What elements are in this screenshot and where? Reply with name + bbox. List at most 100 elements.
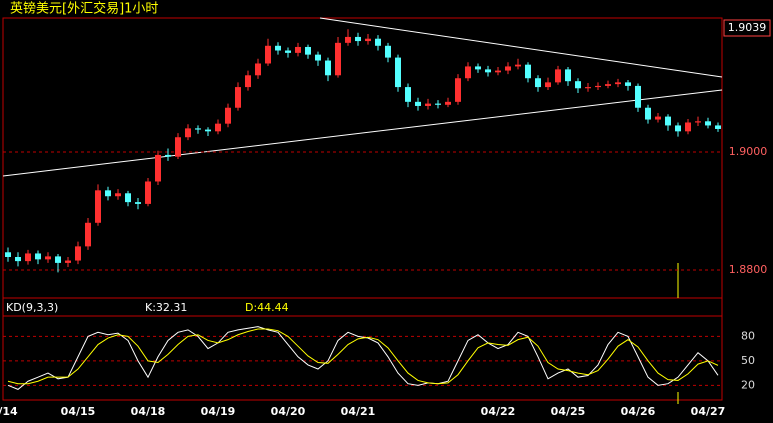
candle-body [565, 69, 571, 82]
candle-body [535, 78, 541, 88]
last-price-label: 1.9039 [728, 21, 767, 34]
candle-body [75, 246, 81, 261]
y-tick-label: 80 [741, 329, 755, 342]
x-tick-label: 04/18 [131, 405, 166, 418]
candle-body [265, 45, 271, 64]
candle-body [495, 70, 501, 73]
candle-body [95, 190, 101, 223]
candle-body [215, 123, 221, 132]
y-tick-label: 1.8800 [729, 263, 768, 276]
title-bar [0, 0, 773, 18]
candle-body [655, 116, 661, 120]
candle-body [175, 137, 181, 157]
candle-body [625, 82, 631, 86]
candle-body [445, 101, 451, 105]
candle-body [375, 38, 381, 46]
candle-body [55, 256, 61, 263]
kd-line [7, 326, 719, 390]
y-tick-label: 20 [741, 378, 755, 391]
candle-body [425, 103, 431, 106]
y-tick-label: 1.9000 [729, 145, 768, 158]
candle-body [645, 107, 651, 120]
candle-body [145, 181, 151, 204]
x-tick-label: 04/26 [621, 405, 656, 418]
candle-body [575, 81, 581, 89]
k-readout: K:32.31 [145, 301, 187, 314]
candle-body [675, 125, 681, 132]
x-tick-label: 04/15 [61, 405, 96, 418]
x-tick-label: 04/27 [691, 405, 726, 418]
candle-body [185, 128, 191, 138]
candle-body [635, 85, 641, 108]
last-price-box [723, 19, 771, 37]
candle-body [685, 122, 691, 132]
candle-body [15, 256, 21, 262]
candle-body [85, 222, 91, 247]
candle-body [245, 75, 251, 88]
x-tick-label: 04/25 [551, 405, 586, 418]
candle-body [35, 253, 41, 260]
candle-body [165, 154, 171, 157]
d-readout: D:44.44 [245, 301, 289, 314]
candle-body [355, 36, 361, 42]
candle-body [115, 193, 121, 197]
candle-body [555, 69, 561, 83]
candle-body [155, 154, 161, 182]
candle-body [475, 66, 481, 70]
candle-body [665, 116, 671, 126]
candle-body [305, 46, 311, 55]
candle-body [605, 84, 611, 86]
candle-body [225, 107, 231, 124]
x-tick-label: 04/19 [201, 405, 236, 418]
candle-body [45, 256, 51, 260]
candle-body [615, 82, 621, 85]
chart-title: 英镑美元[外汇交易]1小时 [10, 1, 158, 17]
candle-body [515, 64, 521, 67]
x-tick-label: 04/20 [271, 405, 306, 418]
candle-body [435, 103, 441, 105]
kd-panel [2, 297, 723, 401]
candle-body [505, 66, 511, 71]
candle-body [695, 121, 701, 123]
kd-title: KD(9,3,3) [6, 301, 58, 314]
candle-body [125, 193, 131, 203]
candle-body [325, 60, 331, 76]
candle-body [715, 125, 721, 129]
candle-body [25, 253, 31, 262]
candle-body [455, 78, 461, 102]
candle-body [525, 64, 531, 79]
candle-body [195, 128, 201, 130]
candle-body [365, 38, 371, 42]
candle-body [485, 69, 491, 73]
candle-body [405, 87, 411, 102]
trendline-lower [2, 89, 723, 177]
candle-body [595, 85, 601, 88]
trendline-upper [319, 17, 723, 78]
candle-body [315, 54, 321, 61]
candle-body [65, 260, 71, 263]
y-tick-label: 50 [741, 354, 755, 367]
candle-body [105, 190, 111, 197]
x-tick-label: /14 [0, 405, 18, 418]
candle-body [415, 101, 421, 106]
candle-body [585, 87, 591, 89]
candle-body [5, 252, 11, 257]
x-tick-label: 04/21 [341, 405, 376, 418]
candle-body [465, 66, 471, 79]
candle-body [135, 202, 141, 204]
price-panel [2, 17, 723, 299]
candle-body [395, 57, 401, 88]
candle-body [345, 36, 351, 43]
candle-body [235, 87, 241, 108]
candle-body [275, 45, 281, 51]
candle-body [385, 45, 391, 58]
candle-body [295, 46, 301, 53]
candle-body [205, 129, 211, 132]
candle-body [705, 121, 711, 126]
candle-body [285, 50, 291, 53]
candle-body [335, 42, 341, 76]
x-tick-label: 04/22 [481, 405, 516, 418]
kd-line [7, 328, 719, 385]
